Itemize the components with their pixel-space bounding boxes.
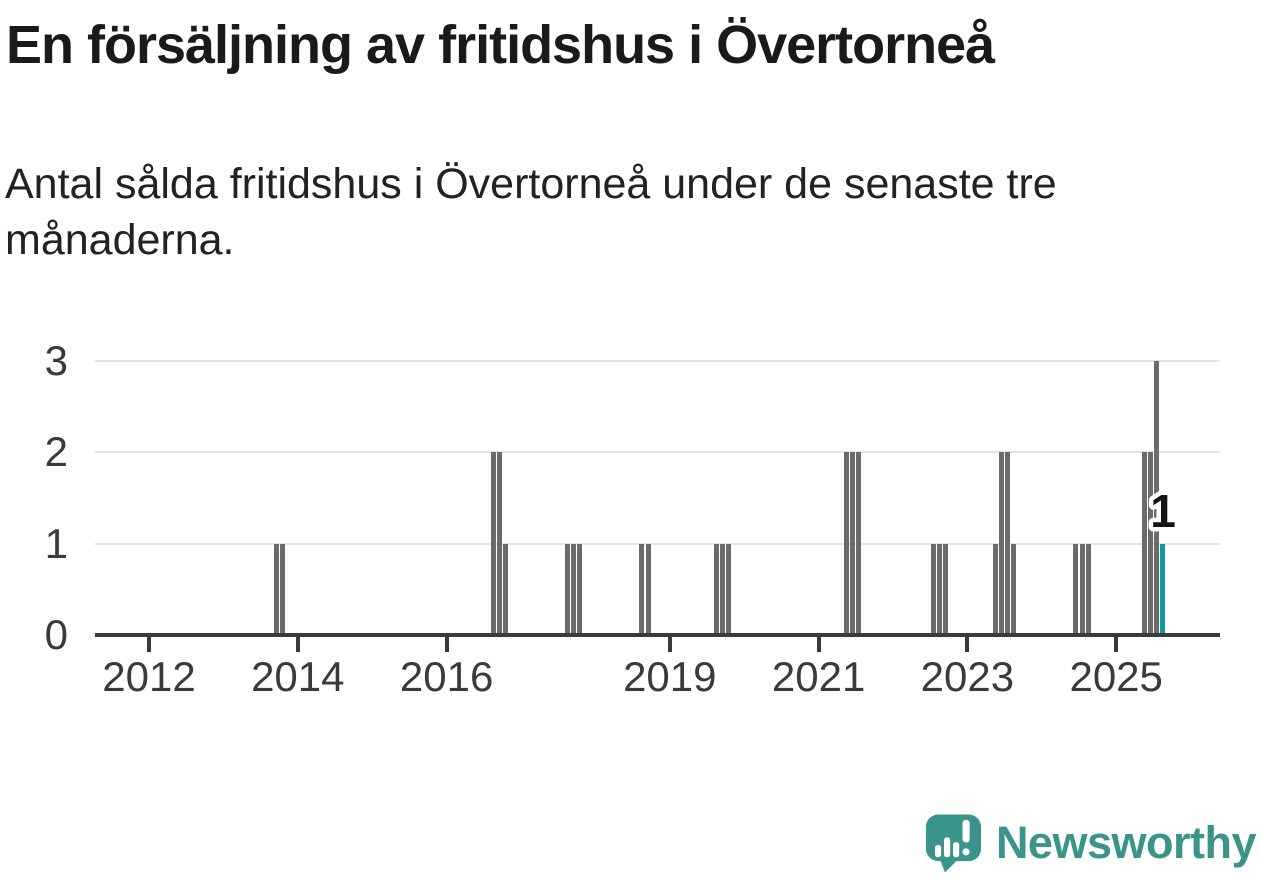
chart-subtitle: Antal sålda fritidshus i Övertorneå unde… xyxy=(5,160,1057,264)
x-tick-label-2019: 2019 xyxy=(623,653,717,700)
chart-title: En försäljning av fritidshus i Övertorne… xyxy=(6,15,995,75)
x-tick-2014 xyxy=(295,637,300,652)
x-tick-2025 xyxy=(1114,637,1119,652)
bar-2021-06 xyxy=(850,452,856,635)
gridline-y1 xyxy=(95,542,1220,545)
bar-2022-09 xyxy=(943,543,949,635)
x-tick-2012 xyxy=(147,637,151,652)
bar-2022-08 xyxy=(937,543,942,635)
highlighted-bar-2025-08 xyxy=(1160,543,1166,635)
bar-2016-09 xyxy=(496,452,502,635)
bar-2019-08 xyxy=(713,543,719,635)
bar-2022-07 xyxy=(930,543,936,635)
bar-2018-08 xyxy=(639,543,645,635)
x-tick-2019 xyxy=(667,637,672,652)
x-tick-label-2012: 2012 xyxy=(102,653,196,700)
bar-2013-09 xyxy=(273,543,279,635)
bar-2017-10 xyxy=(577,543,583,635)
bar-2025-05 xyxy=(1141,452,1147,635)
x-axis-line xyxy=(95,633,1220,637)
y-tick-label-0: 0 xyxy=(44,611,68,658)
bar-2023-06 xyxy=(999,452,1004,635)
x-tick-label-2025: 2025 xyxy=(1069,653,1163,700)
x-tick-label-2014: 2014 xyxy=(251,653,345,700)
newsworthy-logo-icon xyxy=(925,814,981,872)
bar-2025-06 xyxy=(1147,452,1153,635)
bar-2019-10 xyxy=(726,543,732,635)
bar-2018-09 xyxy=(645,543,651,635)
bar-2019-09 xyxy=(720,543,725,635)
gridline-y2 xyxy=(95,451,1220,454)
y-tick-label-1: 1 xyxy=(44,519,68,567)
x-tick-2023 xyxy=(965,637,970,652)
bar-value-label: 1 xyxy=(1118,479,1208,548)
x-tick-label-2016: 2016 xyxy=(399,653,494,700)
bar-2021-07 xyxy=(856,452,862,635)
brand-footer: Newsworthy xyxy=(925,810,1257,876)
bar-2024-07 xyxy=(1079,543,1085,635)
bar-2024-08 xyxy=(1085,543,1091,635)
gridline-y3 xyxy=(95,360,1220,363)
y-tick-label-3: 3 xyxy=(44,337,68,385)
bar-2023-07 xyxy=(1005,452,1011,635)
y-tick-label-2: 2 xyxy=(44,428,68,476)
x-tick-2016 xyxy=(444,637,449,652)
bar-2016-08 xyxy=(490,452,496,635)
brand-name: Newsworthy xyxy=(995,817,1257,868)
bar-2023-05 xyxy=(992,543,998,635)
svg-text:1: 1 xyxy=(1150,485,1176,537)
bar-2016-10 xyxy=(503,543,508,635)
x-tick-label-2021: 2021 xyxy=(771,653,866,700)
bar-2013-10 xyxy=(279,543,285,635)
bar-2021-05 xyxy=(844,452,849,635)
x-tick-2021 xyxy=(816,637,821,652)
bar-2024-06 xyxy=(1073,543,1079,635)
bar-2017-09 xyxy=(571,543,577,635)
bar-2025-07 xyxy=(1154,361,1159,635)
x-tick-label-2023: 2023 xyxy=(920,653,1015,700)
bar-2023-08 xyxy=(1011,543,1017,635)
bar-2017-08 xyxy=(565,543,570,635)
